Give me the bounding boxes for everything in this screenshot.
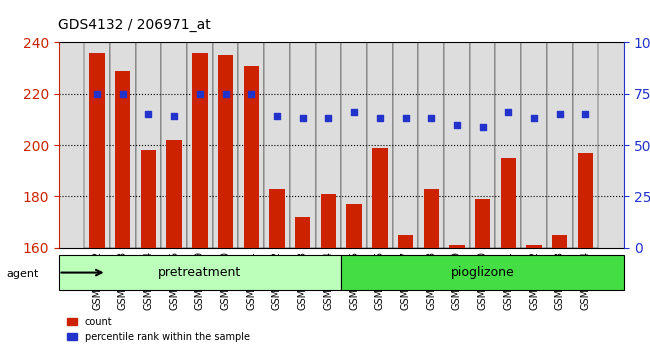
Point xyxy=(349,109,359,115)
Bar xyxy=(547,42,573,248)
Bar xyxy=(573,42,598,248)
Bar xyxy=(341,42,367,248)
Point xyxy=(554,112,565,117)
Bar xyxy=(244,65,259,354)
Point xyxy=(92,91,102,97)
Bar xyxy=(192,53,207,354)
Bar xyxy=(552,235,567,354)
Point xyxy=(169,114,179,119)
Bar xyxy=(346,204,362,354)
Text: pretreatment: pretreatment xyxy=(158,266,242,279)
Point xyxy=(272,114,282,119)
Point xyxy=(478,124,488,130)
Bar xyxy=(136,42,161,248)
Bar xyxy=(444,42,470,248)
Bar xyxy=(320,194,336,354)
Point xyxy=(374,116,385,121)
Bar xyxy=(161,42,187,248)
Bar xyxy=(115,71,131,354)
Point xyxy=(298,116,308,121)
Bar xyxy=(264,42,290,248)
Bar xyxy=(526,245,541,354)
Point xyxy=(246,91,257,97)
Bar xyxy=(449,245,465,354)
Bar xyxy=(84,42,110,248)
Bar xyxy=(419,42,444,248)
Point xyxy=(195,91,205,97)
Point xyxy=(118,91,128,97)
Bar xyxy=(372,148,387,354)
Point xyxy=(580,112,591,117)
Bar xyxy=(110,42,136,248)
Bar xyxy=(398,235,413,354)
Bar xyxy=(166,140,182,354)
Text: GDS4132 / 206971_at: GDS4132 / 206971_at xyxy=(58,18,211,32)
Text: agent: agent xyxy=(6,269,39,279)
Bar xyxy=(475,199,490,354)
Bar xyxy=(470,42,495,248)
Bar xyxy=(239,42,264,248)
Bar xyxy=(500,158,516,354)
Point xyxy=(452,122,462,127)
Text: pioglizone: pioglizone xyxy=(450,266,515,279)
Bar xyxy=(424,189,439,354)
Bar xyxy=(213,42,239,248)
Bar xyxy=(89,53,105,354)
Point xyxy=(220,91,231,97)
Bar xyxy=(187,42,213,248)
Point xyxy=(503,109,514,115)
Bar xyxy=(218,55,233,354)
Bar xyxy=(290,42,315,248)
Bar xyxy=(495,42,521,248)
Bar xyxy=(315,42,341,248)
Point xyxy=(323,116,333,121)
Point xyxy=(400,116,411,121)
Bar xyxy=(521,42,547,248)
FancyBboxPatch shape xyxy=(58,255,341,290)
FancyBboxPatch shape xyxy=(341,255,624,290)
Bar xyxy=(578,153,593,354)
Legend: count, percentile rank within the sample: count, percentile rank within the sample xyxy=(63,313,254,346)
Bar xyxy=(141,150,156,354)
Bar xyxy=(393,42,419,248)
Bar xyxy=(269,189,285,354)
Point xyxy=(143,112,153,117)
Bar xyxy=(295,217,311,354)
Point xyxy=(529,116,539,121)
Point xyxy=(426,116,436,121)
Bar xyxy=(367,42,393,248)
